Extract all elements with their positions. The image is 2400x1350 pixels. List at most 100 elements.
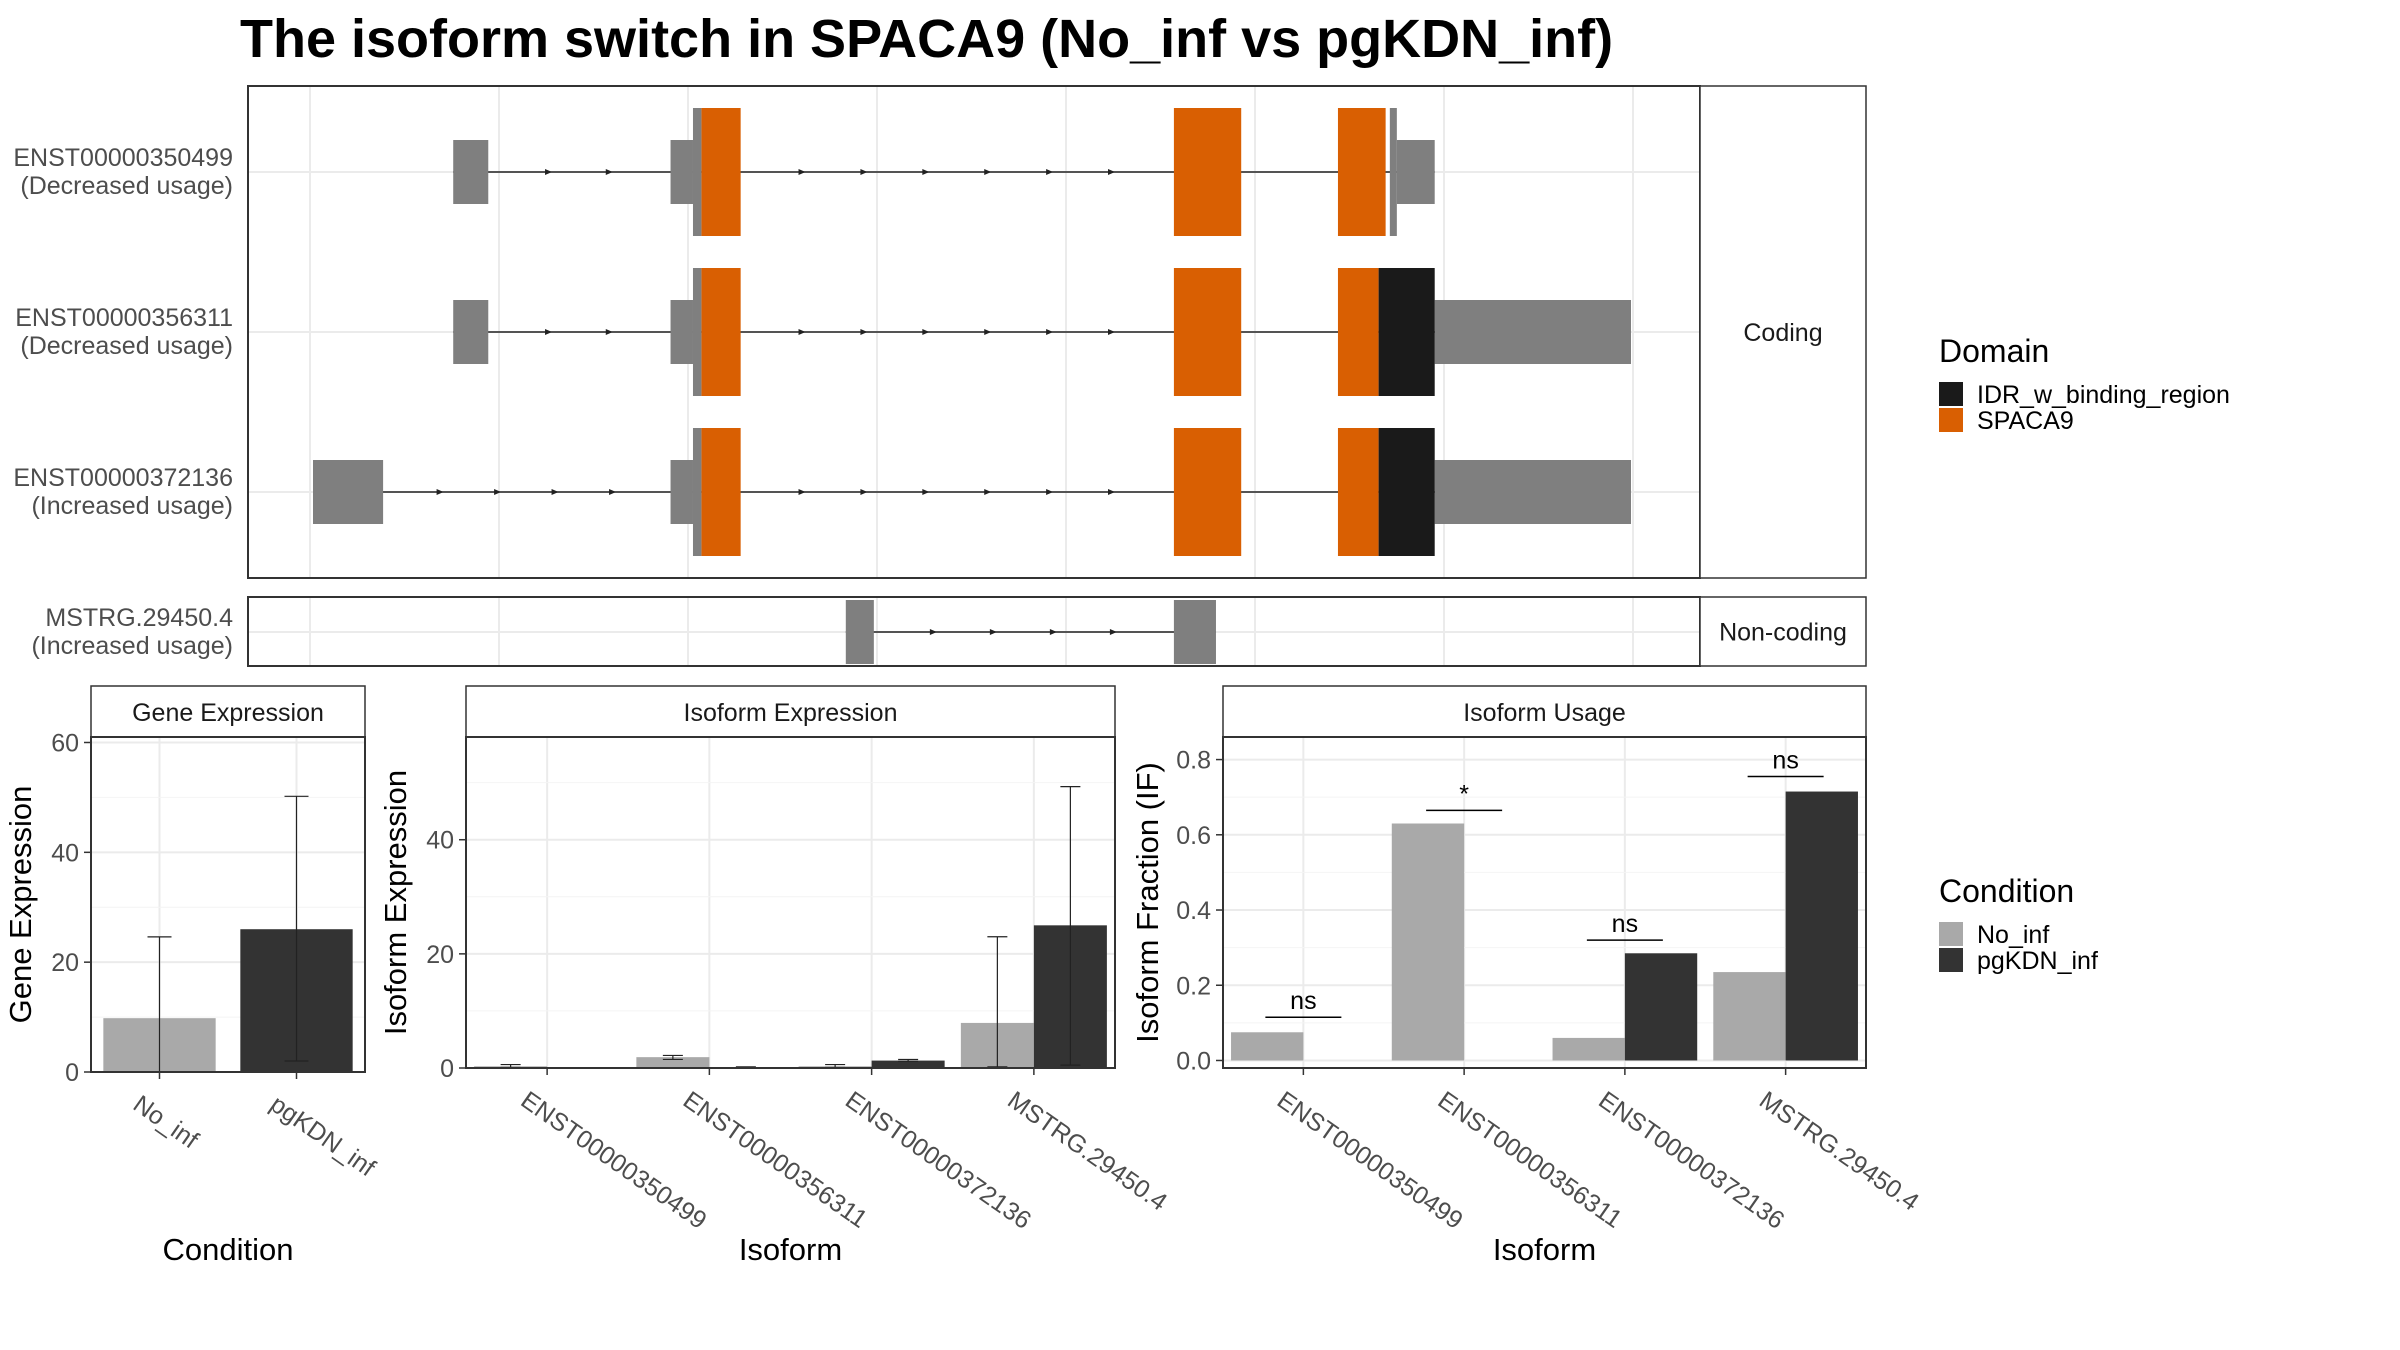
legend-label: pgKDN_inf xyxy=(1977,947,2098,975)
isoform-label: ENST00000350499 xyxy=(13,144,233,172)
intron-arrow xyxy=(922,329,930,335)
y-axis-title: Gene Expression xyxy=(3,786,38,1024)
plot-border xyxy=(465,736,1116,1069)
domain-exon xyxy=(1337,108,1386,236)
isoform-usage-label: (Decreased usage) xyxy=(20,172,233,200)
x-tick-label: pgKDN_inf xyxy=(265,1090,380,1182)
intron-arrow xyxy=(605,169,613,175)
utr-exon xyxy=(1396,140,1435,204)
y-tick-label: 0.6 xyxy=(1176,822,1211,850)
y-tick-label: 20 xyxy=(51,949,79,977)
utr-exon xyxy=(670,300,693,364)
significance-label: ns xyxy=(1612,910,1638,938)
domain-exon xyxy=(1378,268,1435,396)
isoform-usage-label: (Increased usage) xyxy=(31,492,233,520)
utr-exon xyxy=(1389,108,1397,236)
facet-strip xyxy=(1222,685,1867,738)
domain-exon xyxy=(1173,108,1242,236)
significance-label: ns xyxy=(1290,987,1316,1015)
gene-structure-plot: ENST00000350499(Decreased usage)ENST0000… xyxy=(13,85,1867,667)
utr-exon xyxy=(692,108,702,236)
utr-exon xyxy=(1173,600,1216,664)
bar xyxy=(636,1057,710,1068)
intron-arrow xyxy=(984,169,992,175)
x-tick-label: MSTRG.29450.4 xyxy=(1754,1086,1924,1217)
x-tick-label: MSTRG.29450.4 xyxy=(1002,1086,1172,1217)
intron-arrow xyxy=(860,169,868,175)
intron-arrow xyxy=(860,329,868,335)
facet-strip-label: Coding xyxy=(1743,319,1822,347)
y-tick-label: 20 xyxy=(426,941,454,969)
bar xyxy=(1231,1032,1304,1061)
x-axis-title: Isoform xyxy=(1493,1232,1596,1267)
significance-label: * xyxy=(1459,780,1469,808)
intron-arrow xyxy=(605,329,613,335)
utr-exon xyxy=(453,140,489,204)
legend-key xyxy=(1939,408,1963,432)
intron-arrow xyxy=(1109,629,1117,635)
intron-arrow xyxy=(436,489,444,495)
facet-strip xyxy=(90,685,366,738)
domain-exon xyxy=(1337,268,1379,396)
intron-arrow xyxy=(545,169,553,175)
y-axis-title: Isoform Fraction (IF) xyxy=(1130,762,1165,1043)
utr-exon xyxy=(453,300,489,364)
legend-title: Condition xyxy=(1939,873,2074,909)
gene-expression-plot: Gene Expression 0 20 40 60 No_inf pgKDN_inf Con… xyxy=(3,685,380,1267)
domain-exon xyxy=(701,428,741,556)
utr-exon xyxy=(313,460,384,524)
intron-arrow xyxy=(1046,169,1054,175)
y-tick-label: 0.8 xyxy=(1176,747,1211,775)
legend-key xyxy=(1939,922,1963,946)
isoform-usage-label: (Increased usage) xyxy=(31,632,233,660)
utr-exon xyxy=(670,460,693,524)
utr-exon xyxy=(1434,300,1631,364)
isoform-label: ENST00000372136 xyxy=(13,464,233,492)
isoform-usage-plot: Isoform Usage0.00.20.40.60.8ns*nsnsENST0… xyxy=(1130,685,1924,1267)
y-tick-label: 0.0 xyxy=(1176,1047,1211,1075)
facet-strip xyxy=(1699,596,1867,667)
intron-arrow xyxy=(989,629,997,635)
intron-arrow xyxy=(860,489,868,495)
facet-strip-label: Isoform Usage xyxy=(1463,699,1626,727)
y-axis-title: Isoform Expression xyxy=(378,770,413,1035)
legend-label: SPACA9 xyxy=(1977,407,2074,435)
figure-title: The isoform switch in SPACA9 (No_inf vs … xyxy=(240,9,1613,69)
intron-arrow xyxy=(1046,489,1054,495)
isoform-expression-plot: Isoform Expression02040ENST00000350499EN… xyxy=(378,685,1172,1267)
intron-arrow xyxy=(798,489,806,495)
domain-exon xyxy=(1173,428,1242,556)
intron-arrow xyxy=(1108,169,1116,175)
intron-arrow xyxy=(1046,329,1054,335)
bar xyxy=(1713,972,1786,1061)
legend-key xyxy=(1939,948,1963,972)
x-tick-label: No_inf xyxy=(128,1090,203,1154)
y-tick-label: 0.4 xyxy=(1176,897,1211,925)
intron-arrow xyxy=(609,489,617,495)
facet-strip-label: Gene Expression xyxy=(132,699,324,727)
legend-title: Domain xyxy=(1939,333,2049,369)
intron-arrow xyxy=(984,489,992,495)
domain-exon xyxy=(1378,428,1435,556)
bar xyxy=(871,1060,945,1068)
domain-exon xyxy=(1337,428,1379,556)
x-axis-title: Isoform xyxy=(739,1232,842,1267)
legend-label: No_inf xyxy=(1977,921,2049,949)
facet-strip-label: Non-coding xyxy=(1719,619,1847,647)
intron-arrow xyxy=(545,329,553,335)
y-tick-label: 0 xyxy=(65,1059,79,1087)
legend-key xyxy=(1939,382,1963,406)
x-axis-title: Condition xyxy=(163,1232,294,1267)
intron-arrow xyxy=(798,329,806,335)
domain-exon xyxy=(701,108,741,236)
isoform-usage-label: (Decreased usage) xyxy=(20,332,233,360)
bar xyxy=(1552,1037,1625,1061)
utr-exon xyxy=(692,428,702,556)
bar xyxy=(1785,791,1858,1061)
y-tick-label: 40 xyxy=(51,839,79,867)
y-tick-label: 0.2 xyxy=(1176,972,1211,1000)
intron-arrow xyxy=(922,169,930,175)
utr-exon xyxy=(670,140,693,204)
intron-arrow xyxy=(929,629,937,635)
